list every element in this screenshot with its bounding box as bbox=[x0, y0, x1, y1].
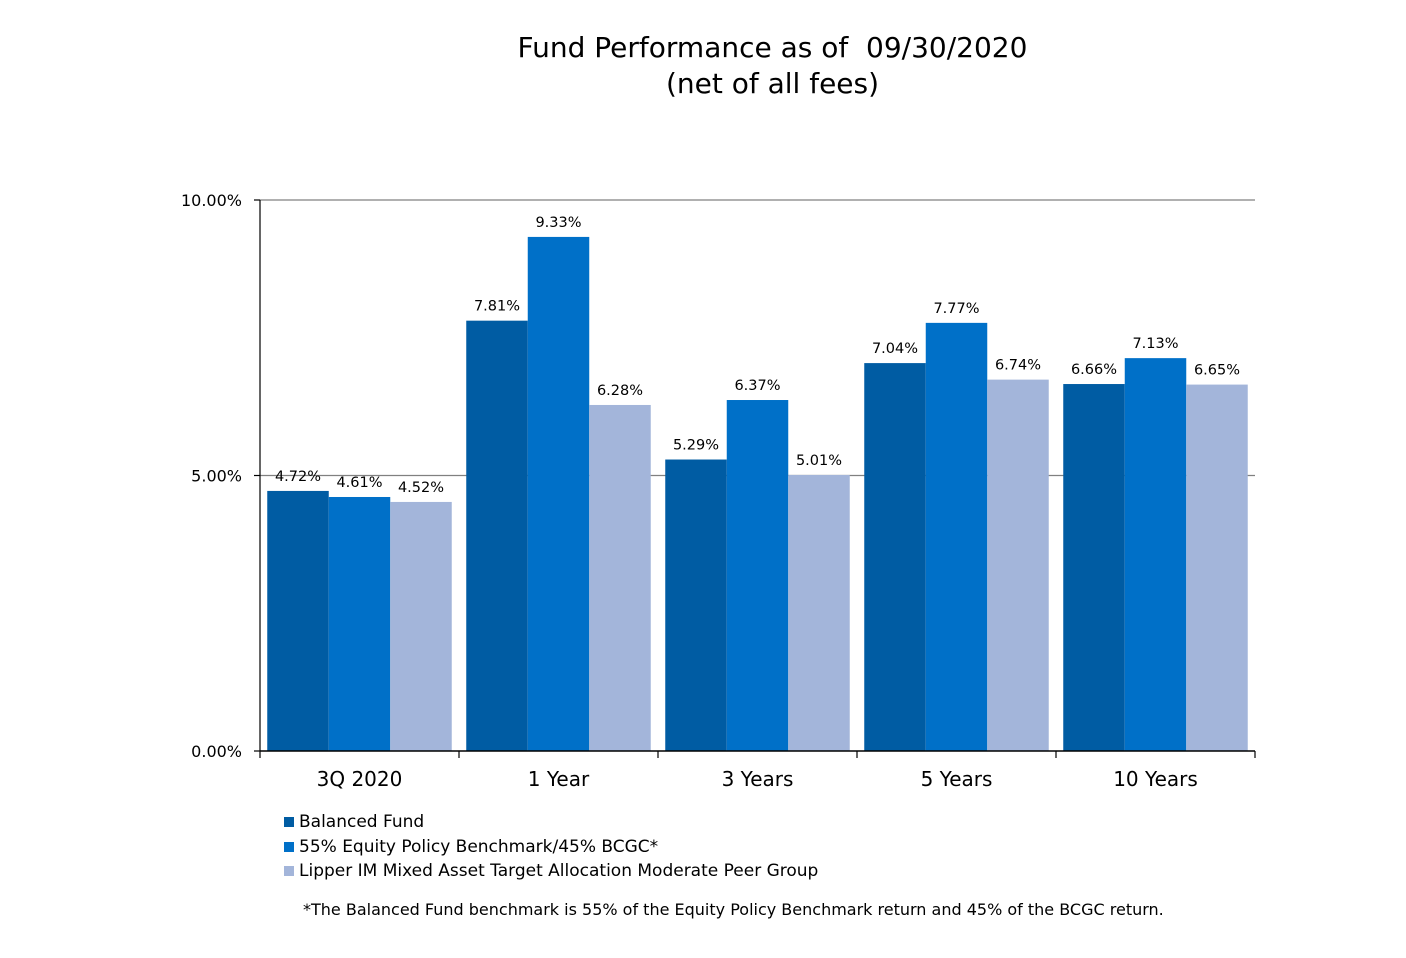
bar bbox=[665, 459, 727, 751]
data-label: 7.81% bbox=[474, 299, 520, 315]
y-tick-label: 0.00% bbox=[191, 742, 242, 761]
y-tick-labels: 0.00% 5.00% 10.00% bbox=[181, 191, 242, 761]
data-label: 7.77% bbox=[933, 301, 979, 317]
y-tick-label: 10.00% bbox=[181, 191, 242, 210]
data-label: 7.13% bbox=[1132, 336, 1178, 352]
legend-item: Lipper IM Mixed Asset Target Allocation … bbox=[284, 859, 818, 884]
data-label: 4.72% bbox=[275, 469, 321, 485]
data-labels: 4.72% 4.61% 4.52% 7.81% 9.33% 6.28% 5.29% 6.37%… bbox=[275, 215, 1240, 496]
data-label: 9.33% bbox=[535, 215, 581, 231]
bar bbox=[1186, 384, 1248, 751]
legend-label: Balanced Fund bbox=[299, 812, 425, 833]
data-label: 4.61% bbox=[336, 475, 382, 491]
x-tick-labels: 3Q 2020 1 Year 3 Years 5 Years 10 Years bbox=[317, 767, 1198, 791]
data-label: 6.37% bbox=[734, 378, 780, 394]
legend-item: 55% Equity Policy Benchmark/45% BCGC* bbox=[284, 835, 818, 860]
bar bbox=[390, 501, 452, 751]
x-tick-label: 5 Years bbox=[921, 767, 993, 791]
x-tick-label: 1 Year bbox=[528, 767, 590, 791]
legend-label: 55% Equity Policy Benchmark/45% BCGC* bbox=[299, 836, 659, 857]
data-label: 4.52% bbox=[398, 480, 444, 496]
data-label: 6.74% bbox=[995, 358, 1041, 374]
data-label: 6.65% bbox=[1194, 363, 1240, 379]
bar bbox=[987, 379, 1049, 751]
bar bbox=[864, 363, 926, 751]
legend-swatch bbox=[284, 817, 294, 828]
legend: Balanced Fund 55% Equity Policy Benchmark… bbox=[284, 810, 818, 884]
bar bbox=[527, 236, 590, 752]
legend-swatch bbox=[284, 866, 294, 877]
bar bbox=[1124, 358, 1187, 751]
legend-item: Balanced Fund bbox=[284, 810, 818, 835]
data-label: 5.01% bbox=[796, 453, 842, 469]
y-tick-label: 5.00% bbox=[191, 467, 242, 486]
bar bbox=[328, 496, 391, 751]
bar bbox=[267, 490, 329, 751]
legend-label: Lipper IM Mixed Asset Target Allocation … bbox=[299, 861, 819, 882]
data-label: 5.29% bbox=[673, 438, 719, 454]
legend-swatch bbox=[284, 841, 294, 852]
bar bbox=[925, 322, 988, 751]
data-label: 7.04% bbox=[872, 341, 918, 357]
bar bbox=[1063, 384, 1125, 751]
data-label: 6.28% bbox=[597, 383, 643, 399]
x-tick-label: 3 Years bbox=[722, 767, 794, 791]
chart-title: Fund Performance as of 09/30/2020 (net o… bbox=[0, 30, 1406, 102]
bar bbox=[466, 320, 528, 751]
axes bbox=[254, 199, 1256, 758]
bars bbox=[267, 236, 1248, 752]
x-tick-label: 3Q 2020 bbox=[317, 767, 403, 791]
x-tick-label: 10 Years bbox=[1113, 767, 1198, 791]
chart-title-line1: Fund Performance as of 09/30/2020 bbox=[517, 31, 1028, 64]
bar bbox=[726, 400, 789, 751]
data-label: 6.66% bbox=[1071, 362, 1117, 378]
chart-subtitle: (net of all fees) bbox=[665, 67, 880, 100]
footnote: *The Balanced Fund benchmark is 55% of t… bbox=[303, 900, 1164, 919]
bar bbox=[788, 474, 850, 751]
bar bbox=[589, 404, 651, 751]
